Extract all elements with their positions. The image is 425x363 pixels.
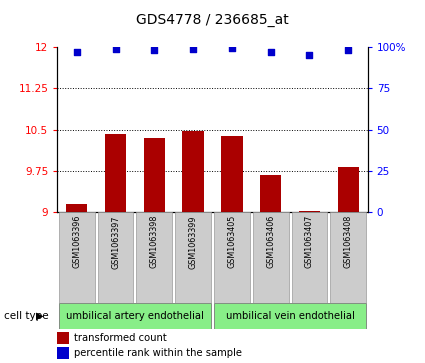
Bar [98, 212, 133, 303]
Bar [105, 134, 126, 212]
Text: GSM1063406: GSM1063406 [266, 215, 275, 268]
Point [190, 46, 196, 52]
Text: transformed count: transformed count [74, 333, 167, 343]
Point [345, 48, 351, 53]
Bar [57, 333, 69, 344]
Bar [66, 204, 88, 212]
Bar [292, 212, 327, 303]
Text: GSM1063408: GSM1063408 [344, 215, 353, 268]
Bar [175, 212, 211, 303]
Bar [59, 303, 211, 329]
Bar [57, 347, 69, 359]
Text: percentile rank within the sample: percentile rank within the sample [74, 348, 242, 358]
Point [74, 49, 80, 55]
Bar [59, 212, 95, 303]
Bar [182, 131, 204, 212]
Text: GSM1063405: GSM1063405 [227, 215, 236, 269]
Point [306, 53, 313, 58]
Point [267, 49, 274, 55]
Bar [299, 211, 320, 212]
Text: GSM1063407: GSM1063407 [305, 215, 314, 269]
Point [151, 47, 158, 53]
Text: umbilical vein endothelial: umbilical vein endothelial [226, 311, 354, 321]
Bar [144, 138, 165, 212]
Bar [337, 167, 359, 212]
Bar [253, 212, 289, 303]
Text: GDS4778 / 236685_at: GDS4778 / 236685_at [136, 13, 289, 27]
Text: cell type: cell type [4, 311, 49, 321]
Text: GSM1063397: GSM1063397 [111, 215, 120, 269]
Bar [330, 212, 366, 303]
Point [229, 45, 235, 51]
Bar [214, 303, 366, 329]
Bar [260, 175, 281, 212]
Text: GSM1063398: GSM1063398 [150, 215, 159, 269]
Point [112, 46, 119, 52]
Text: umbilical artery endothelial: umbilical artery endothelial [66, 311, 204, 321]
Text: GSM1063396: GSM1063396 [72, 215, 81, 269]
Text: GSM1063399: GSM1063399 [189, 215, 198, 269]
Bar [214, 212, 250, 303]
Text: ▶: ▶ [36, 311, 43, 321]
Bar [221, 136, 243, 212]
Bar [136, 212, 172, 303]
